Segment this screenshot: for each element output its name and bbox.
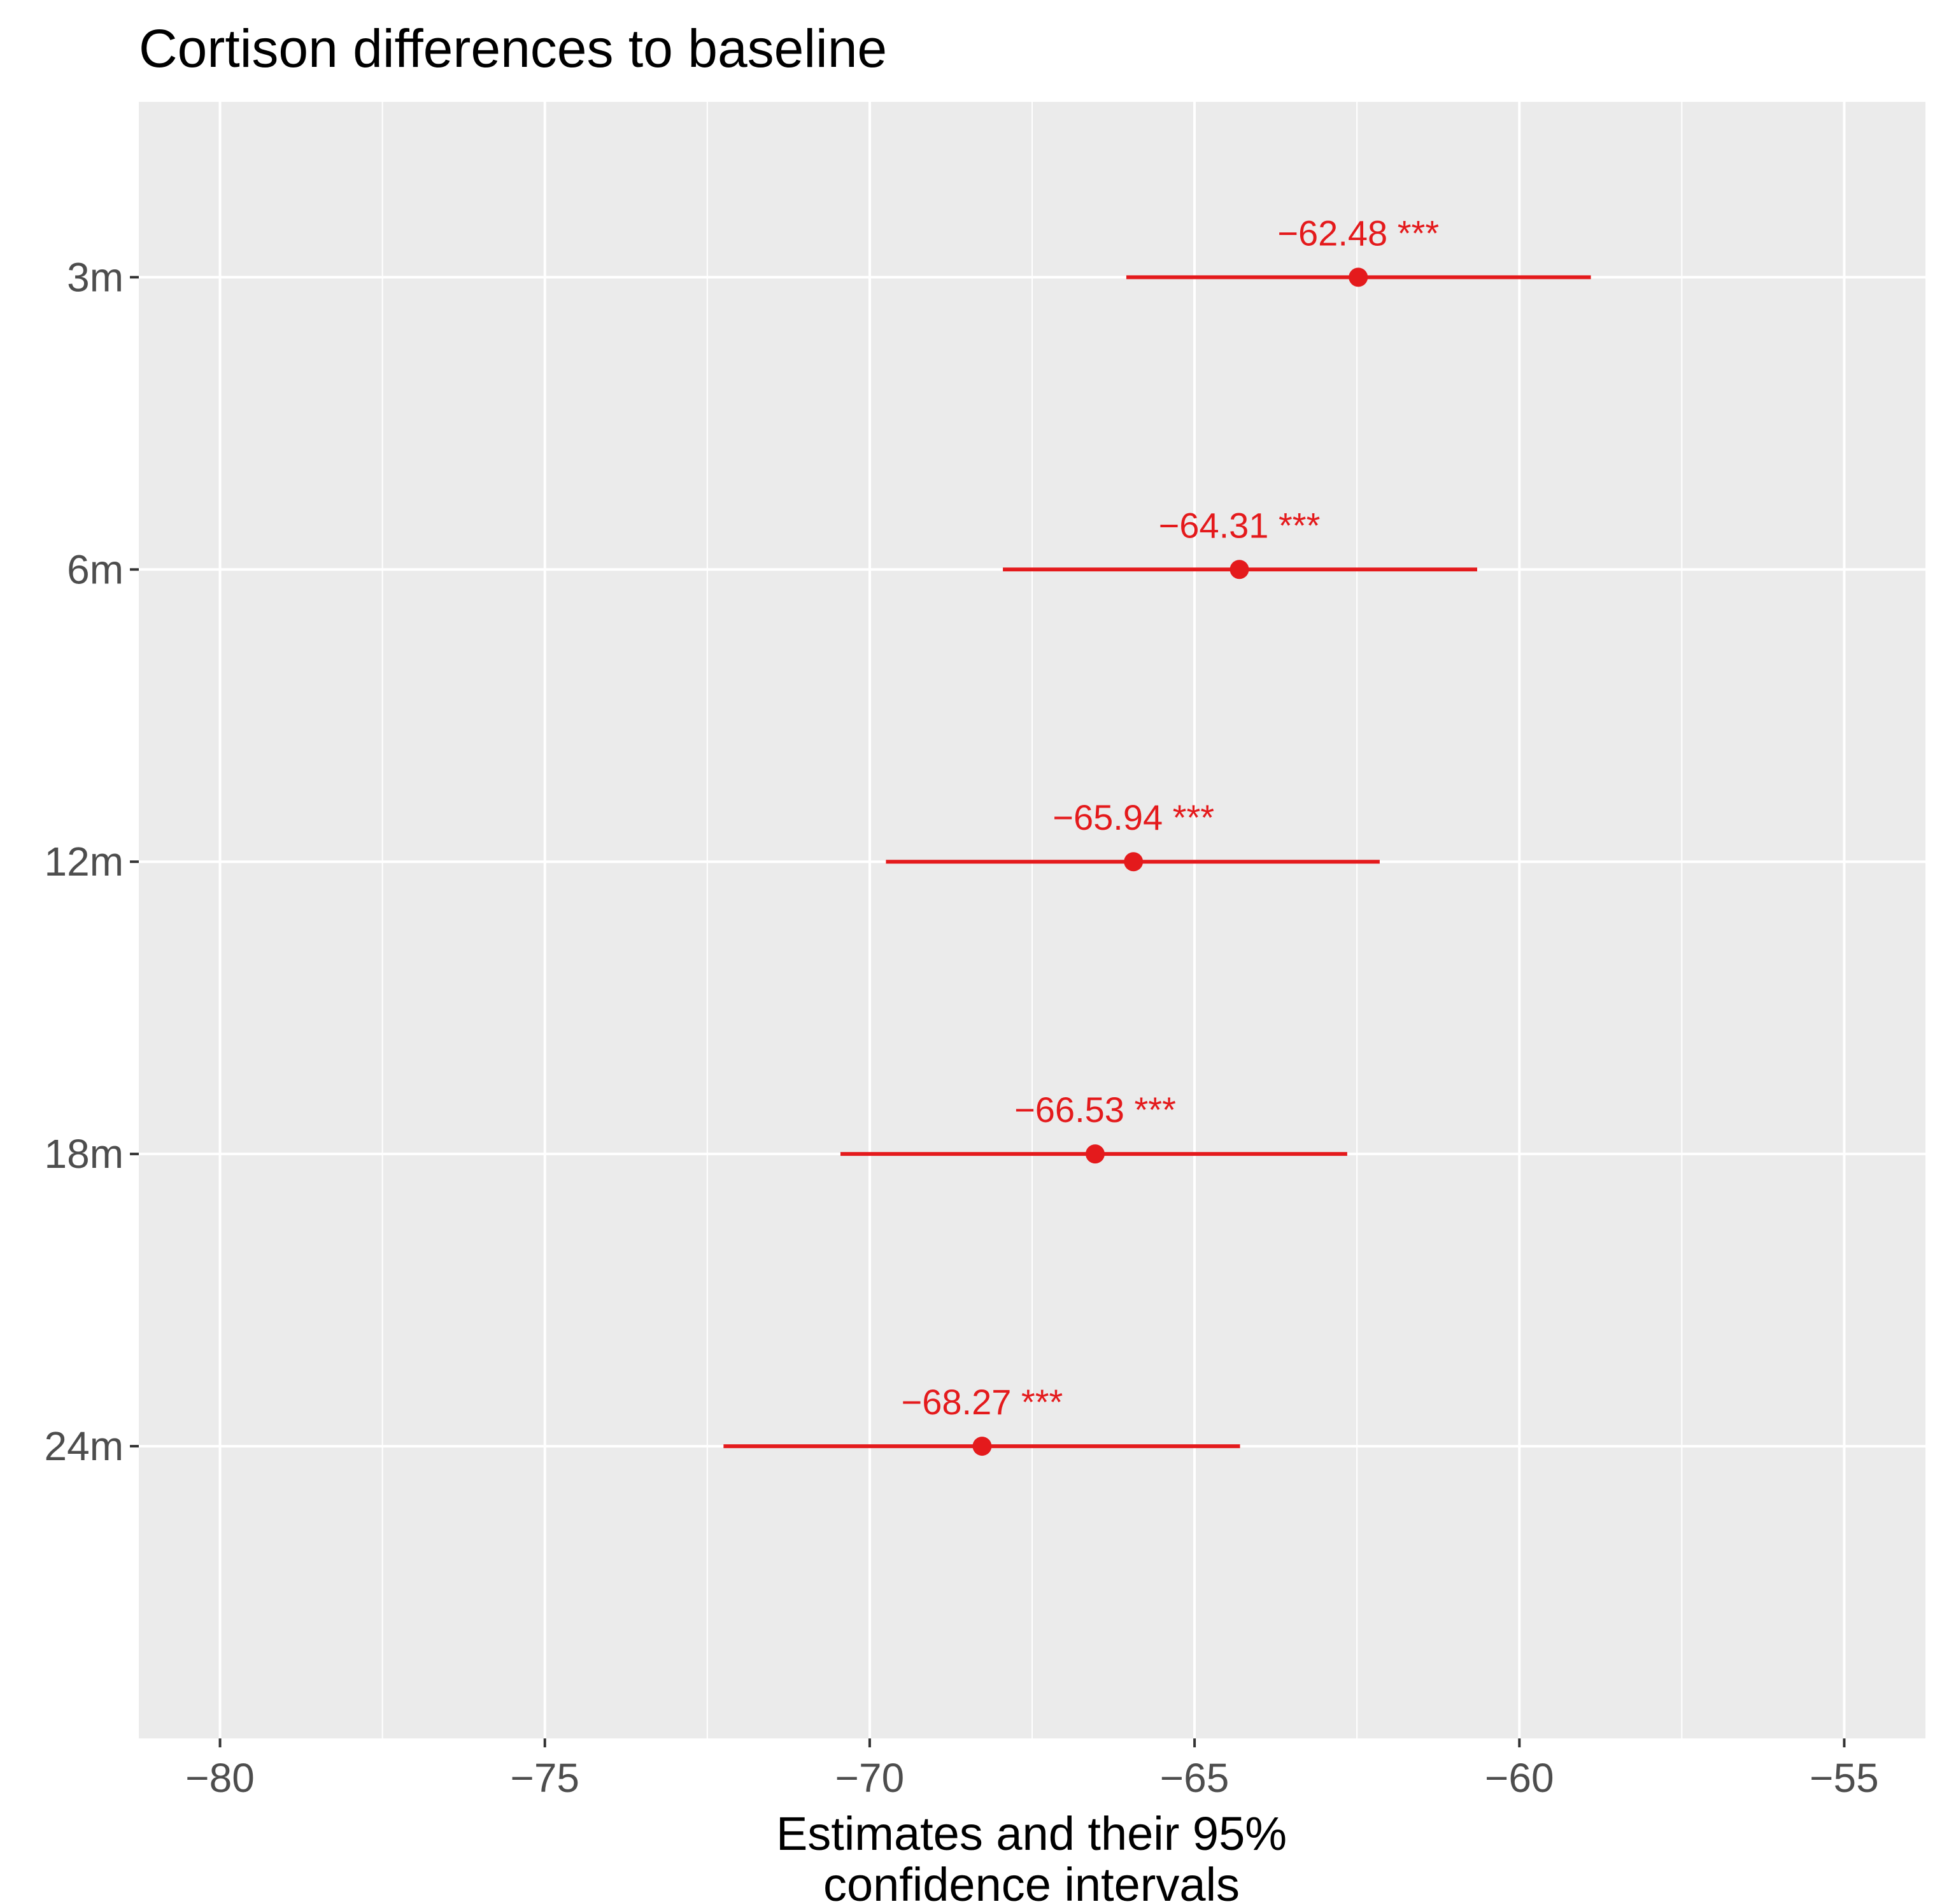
estimate-point-18m: [1085, 1144, 1105, 1164]
x-tick-label: −60: [1485, 1755, 1554, 1801]
chart-title: Cortison differences to baseline: [139, 18, 887, 78]
x-tick-label: −75: [510, 1755, 579, 1801]
data-label-24m: −68.27 ***: [902, 1382, 1063, 1422]
y-tick-label-18m: 18m: [45, 1131, 124, 1177]
estimate-series: −62.48 *** −64.31 *** −65.94 *** −66.53 ***…: [723, 213, 1591, 1456]
y-axis: 3m 6m 12m 18m 24m: [45, 254, 139, 1469]
estimate-point-24m: [972, 1437, 992, 1456]
y-tick-label-3m: 3m: [67, 254, 124, 300]
x-tick-label: −65: [1160, 1755, 1230, 1801]
data-label-12m: −65.94 ***: [1053, 797, 1214, 837]
estimate-point-12m: [1124, 852, 1144, 872]
x-tick-label: −80: [185, 1755, 255, 1801]
y-tick-label-24m: 24m: [45, 1423, 124, 1469]
x-axis: −80 −75 −70 −65 −60 −55: [185, 1738, 1879, 1801]
grid-minor: [381, 102, 1683, 1738]
data-label-3m: −62.48 ***: [1277, 213, 1439, 253]
estimate-point-3m: [1349, 267, 1368, 287]
x-axis-label-line-2: confidence intervals: [823, 1858, 1240, 1904]
data-label-18m: −66.53 ***: [1014, 1090, 1176, 1130]
data-label-6m: −64.31 ***: [1159, 505, 1321, 545]
y-tick-label-6m: 6m: [67, 546, 124, 592]
x-tick-label: −55: [1810, 1755, 1879, 1801]
y-tick-label-12m: 12m: [45, 839, 124, 885]
estimate-point-6m: [1230, 560, 1249, 579]
x-axis-label-line-1: Estimates and their 95%: [776, 1807, 1287, 1860]
x-tick-label: −70: [835, 1755, 905, 1801]
